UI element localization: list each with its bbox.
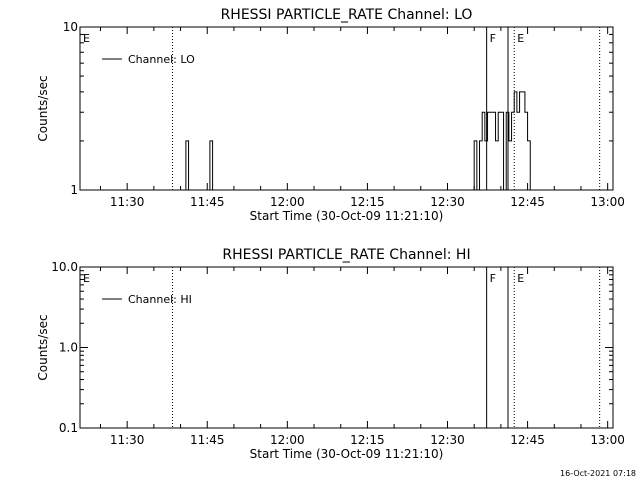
x-axis-label: Start Time (30-Oct-09 11:21:10) bbox=[250, 209, 444, 223]
chart-title: RHESSI PARTICLE_RATE Channel: LO bbox=[221, 7, 473, 23]
x-tick-label: 12:30 bbox=[430, 433, 465, 447]
chart-panel-1: RHESSI PARTICLE_RATE Channel: LO 11:30 11:… bbox=[36, 7, 625, 223]
flag-label: F bbox=[490, 32, 496, 45]
x-tick-label: 12:15 bbox=[350, 195, 385, 209]
flag-label: E bbox=[83, 272, 90, 285]
x-tick-label: 13:00 bbox=[590, 195, 625, 209]
x-tick-label: 12:45 bbox=[510, 195, 545, 209]
flag-label: F bbox=[490, 272, 496, 285]
flag-label: E bbox=[517, 272, 524, 285]
y-tick-label: 0.1 bbox=[59, 421, 78, 435]
x-tick-label: 12:00 bbox=[270, 433, 305, 447]
x-tick-label: 12:45 bbox=[510, 433, 545, 447]
legend-label: Channel: LO bbox=[128, 53, 195, 66]
timestamp: 16-Oct-2021 07:18 bbox=[560, 469, 636, 478]
y-tick-label: 10 bbox=[63, 20, 78, 34]
y-tick-label: 10.0 bbox=[51, 260, 78, 274]
y-tick-label: 1.0 bbox=[59, 341, 78, 355]
x-axis-label: Start Time (30-Oct-09 11:21:10) bbox=[250, 447, 444, 461]
legend-label: Channel: HI bbox=[128, 293, 192, 306]
series-line-channel-lo bbox=[183, 91, 533, 191]
y-axis-label: Counts/sec bbox=[36, 75, 50, 141]
plot-frame bbox=[79, 266, 614, 429]
x-tick-label: 13:00 bbox=[590, 433, 625, 447]
chart-panel-2: RHESSI PARTICLE_RATE Channel: HI 11:30 11:… bbox=[36, 247, 625, 461]
x-tick-label: 12:30 bbox=[430, 195, 465, 209]
x-tick-label: 11:30 bbox=[110, 195, 145, 209]
x-tick-label: 12:00 bbox=[270, 195, 305, 209]
chart-title: RHESSI PARTICLE_RATE Channel: HI bbox=[222, 247, 470, 263]
flag-label: E bbox=[517, 32, 524, 45]
x-tick-label: 11:45 bbox=[190, 195, 225, 209]
x-tick-label: 11:45 bbox=[190, 433, 225, 447]
y-tick-label: 1 bbox=[70, 183, 78, 197]
flag-label: E bbox=[83, 32, 90, 45]
x-tick-label: 12:15 bbox=[350, 433, 385, 447]
plot-frame bbox=[79, 26, 614, 191]
x-tick-label: 11:30 bbox=[110, 433, 145, 447]
y-axis-label: Counts/sec bbox=[36, 314, 50, 380]
